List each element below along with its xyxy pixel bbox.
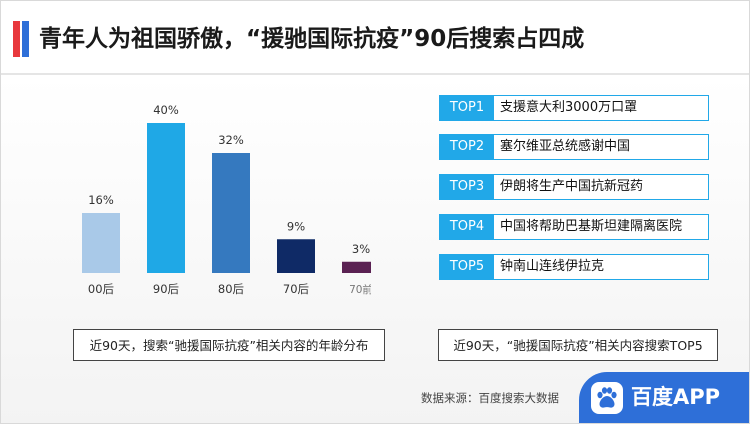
age-distribution-chart: 16% 00后 40% 90后 32% 80后 9% 70后 3% 70前 xyxy=(82,103,371,296)
page-title: 青年人为祖国骄傲，“援驰国际抗疫”90后搜索占四成 xyxy=(39,26,585,52)
brand-name: 百度APP xyxy=(631,385,721,409)
source-note: 数据来源：百度搜索大数据 xyxy=(421,391,559,405)
bar-1 xyxy=(147,123,185,273)
category-label-4: 70前 xyxy=(349,283,371,296)
list-item-text: 支援意大利3000万口罩 xyxy=(500,100,638,115)
list-item: TOP1 支援意大利3000万口罩 xyxy=(439,95,709,121)
bar-3 xyxy=(277,239,315,273)
category-label-2: 80后 xyxy=(218,282,244,296)
list-item: TOP4 中国将帮助巴基斯坦建隔离医院 xyxy=(439,214,709,240)
value-label-1: 40% xyxy=(153,103,179,117)
chart-caption: 近90天，搜索“驰援国际抗疫”相关内容的年龄分布 xyxy=(73,329,385,361)
title-divider xyxy=(1,73,749,75)
list-item-text: 中国将帮助巴基斯坦建隔离医院 xyxy=(500,219,683,234)
category-label-3: 70后 xyxy=(283,282,309,296)
bar-0 xyxy=(82,213,120,273)
list-item-text: 钟南山连线伊拉克 xyxy=(500,259,605,274)
content-background xyxy=(1,75,749,423)
rank-tag: TOP2 xyxy=(440,135,494,159)
baidu-paw-icon-graphic xyxy=(597,387,617,408)
list-item: TOP2 塞尔维亚总统感谢中国 xyxy=(439,134,709,160)
list-item-text: 塞尔维亚总统感谢中国 xyxy=(500,139,631,154)
title-accent-red xyxy=(13,21,20,57)
rank-tag: TOP3 xyxy=(440,175,494,199)
brand-badge: 百度APP xyxy=(579,372,749,423)
category-label-0: 00后 xyxy=(88,282,114,296)
rank-tag: TOP5 xyxy=(440,255,494,279)
list-caption: 近90天，“驰援国际抗疫”相关内容搜索TOP5 xyxy=(438,329,718,361)
category-label-1: 90后 xyxy=(153,282,179,296)
list-item-text: 伊朗将生产中国抗新冠药 xyxy=(500,179,644,194)
value-label-2: 32% xyxy=(218,133,244,147)
bar-2 xyxy=(212,153,250,273)
list-item: TOP3 伊朗将生产中国抗新冠药 xyxy=(439,174,709,200)
rank-tag: TOP1 xyxy=(440,96,494,120)
title-accent-blue xyxy=(22,21,29,57)
value-label-3: 9% xyxy=(287,219,305,233)
list-item: TOP5 钟南山连线伊拉克 xyxy=(439,254,709,280)
top5-list: TOP1 支援意大利3000万口罩 TOP2 塞尔维亚总统感谢中国 TOP3 伊… xyxy=(439,95,711,294)
bar-4 xyxy=(342,261,371,273)
baidu-paw-icon xyxy=(591,382,623,414)
value-label-0: 16% xyxy=(88,193,114,207)
rank-tag: TOP4 xyxy=(440,215,494,239)
value-label-4: 3% xyxy=(352,242,370,256)
